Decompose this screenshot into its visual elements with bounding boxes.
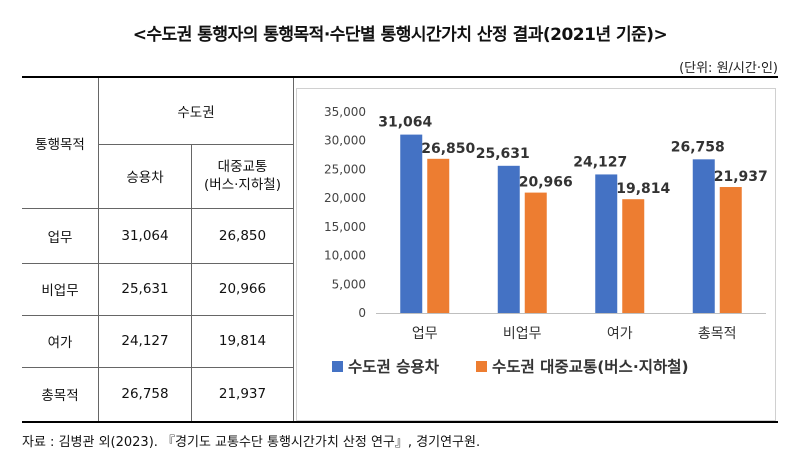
y-tick-label: 0 [358, 306, 366, 320]
table-cell: 26,850 [191, 207, 294, 264]
col-header-transit: 대중교통 (버스·지하철) [191, 143, 294, 209]
data-label: 31,064 [378, 115, 432, 131]
data-label: 21,937 [714, 169, 768, 185]
table-cell: 24,127 [98, 314, 192, 368]
legend-swatch [476, 361, 487, 372]
bar-car [692, 159, 715, 313]
x-tick-label: 비업무 [503, 326, 542, 342]
row-label: 비업무 [22, 262, 99, 316]
y-tick-label: 35,000 [324, 105, 366, 119]
table-row: 비업무 25,631 20,966 [22, 262, 294, 316]
chart-area: 0 5,000 10,000 15,000 20,000 25,000 30,000 35,0… [296, 88, 776, 421]
table-row: 여가 24,127 19,814 [22, 314, 294, 368]
data-label: 25,631 [476, 146, 530, 162]
bar-chart: 0 5,000 10,000 15,000 20,000 25,000 30,000 35,0… [296, 88, 776, 421]
data-label: 20,966 [519, 175, 573, 191]
y-tick-label: 10,000 [324, 249, 366, 263]
col-header-car: 승용차 [98, 143, 192, 209]
table-cell: 25,631 [98, 262, 192, 316]
table-cell: 26,758 [98, 366, 192, 421]
y-tick-label: 25,000 [324, 162, 366, 176]
table-cell: 19,814 [191, 314, 294, 368]
data-label: 26,850 [421, 141, 475, 157]
data-label: 24,127 [573, 154, 627, 170]
x-tick-label: 총목적 [698, 326, 737, 342]
legend-label: 수도권 대중교통(버스·지하철) [492, 357, 689, 376]
figure-frame: 통행목적 수도권 승용차 대중교통 (버스·지하철) 업무 31,064 26,… [22, 76, 778, 423]
corner-header: 통행목적 [22, 78, 99, 209]
table-row: 총목적 26,758 21,937 [22, 366, 294, 421]
bar-transit [427, 158, 450, 313]
data-label: 19,814 [616, 181, 670, 197]
table-row: 업무 31,064 26,850 [22, 207, 294, 264]
bar-transit [622, 199, 645, 313]
bar-transit [719, 187, 742, 313]
row-label: 총목적 [22, 366, 99, 421]
y-tick-label: 5,000 [332, 277, 366, 291]
unit-note: (단위: 원/시간·인) [679, 61, 778, 76]
table-cell: 20,966 [191, 262, 294, 316]
x-tick-label: 업무 [412, 326, 438, 342]
y-tick-label: 20,000 [324, 191, 366, 205]
row-label: 여가 [22, 314, 99, 368]
y-tick-label: 15,000 [324, 220, 366, 234]
data-table: 통행목적 수도권 승용차 대중교통 (버스·지하철) 업무 31,064 26,… [22, 78, 294, 421]
y-tick-label: 30,000 [324, 134, 366, 148]
footnote: 자료 : 김병관 외(2023). 『경기도 교통수단 통행시간가치 산정 연구… [22, 435, 481, 450]
table-cell: 21,937 [191, 366, 294, 421]
bar-car [497, 165, 520, 313]
bar-car [400, 134, 423, 313]
legend-label: 수도권 승용차 [348, 357, 440, 376]
legend-swatch [332, 361, 343, 372]
data-label: 26,758 [671, 139, 725, 155]
bar-car [595, 174, 618, 313]
row-label: 업무 [22, 207, 99, 264]
page-title: <수도권 통행자의 통행목적·수단별 통행시간가치 산정 결과(2021년 기준… [132, 25, 668, 45]
group-header: 수도권 [98, 78, 294, 145]
table-cell: 31,064 [98, 207, 192, 264]
x-tick-label: 여가 [607, 326, 633, 342]
bar-transit [524, 192, 547, 313]
